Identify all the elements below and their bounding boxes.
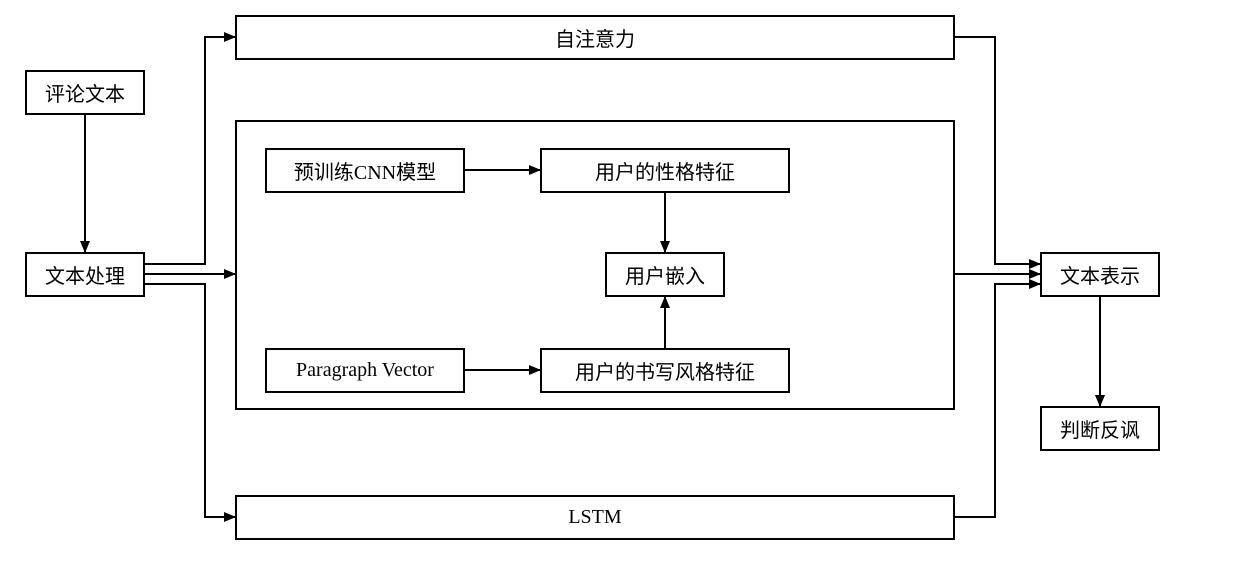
node-text-process: 文本处理 — [25, 252, 145, 297]
label: 用户的性格特征 — [595, 156, 735, 185]
node-judge-sarcasm: 判断反讽 — [1040, 406, 1160, 451]
label: 自注意力 — [555, 23, 635, 52]
node-paragraph-vector: Paragraph Vector — [265, 348, 465, 393]
node-user-writing: 用户的书写风格特征 — [540, 348, 790, 393]
label: 用户的书写风格特征 — [575, 356, 755, 385]
label: 评论文本 — [45, 78, 125, 107]
node-lstm: LSTM — [235, 495, 955, 540]
label: LSTM — [568, 506, 621, 529]
label: 预训练CNN模型 — [294, 156, 436, 185]
label: 用户嵌入 — [625, 260, 705, 289]
label: Paragraph Vector — [296, 359, 434, 382]
node-pretrain-cnn: 预训练CNN模型 — [265, 148, 465, 193]
node-comment-text: 评论文本 — [25, 70, 145, 115]
label: 文本处理 — [45, 260, 125, 289]
label: 文本表示 — [1060, 260, 1140, 289]
node-user-embed: 用户嵌入 — [605, 252, 725, 297]
label: 判断反讽 — [1060, 414, 1140, 443]
node-text-representation: 文本表示 — [1040, 252, 1160, 297]
node-self-attention: 自注意力 — [235, 15, 955, 60]
node-user-personality: 用户的性格特征 — [540, 148, 790, 193]
